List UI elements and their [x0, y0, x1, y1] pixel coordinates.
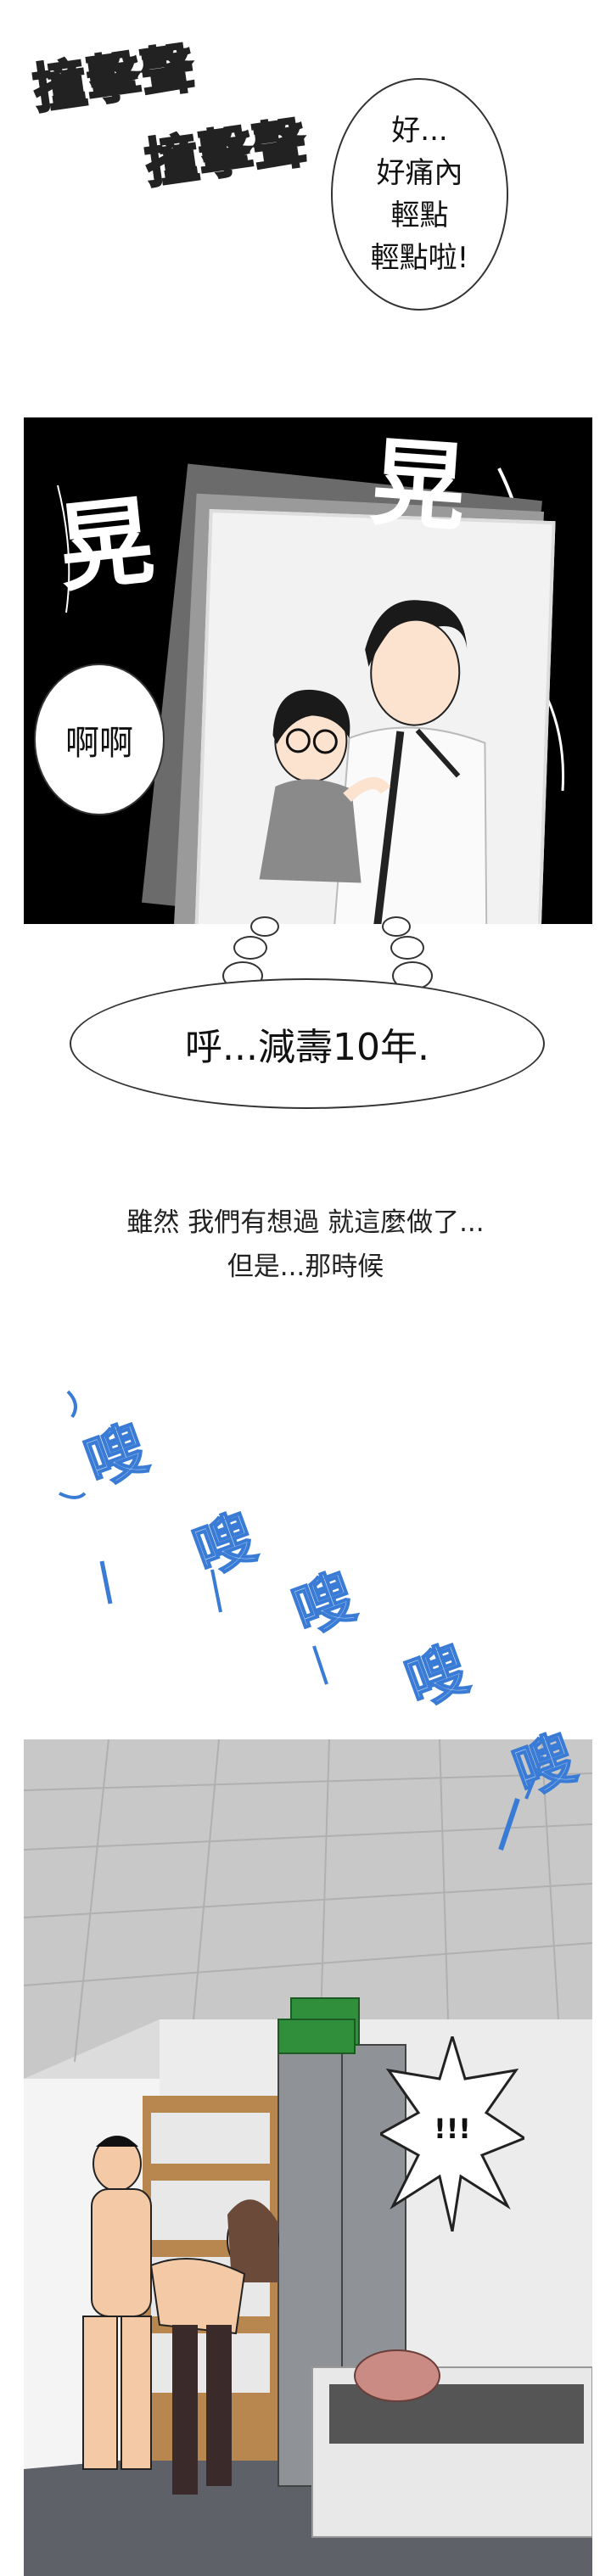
room-illustration — [24, 1739, 592, 2576]
sfx-shake-right: 晃 — [367, 428, 470, 545]
sfx-shake-left: 晃 — [53, 485, 160, 606]
swoosh-lines — [59, 1390, 545, 1851]
narration-line-2: 但是...那時候 — [227, 1252, 384, 1282]
thought-dot — [390, 936, 424, 960]
sfx-impact-2: 撞擊聲 — [140, 109, 312, 196]
speech-line: 好... — [391, 114, 448, 148]
speech-bubble-ahh: 啊啊 — [34, 664, 165, 815]
scene-card — [194, 509, 556, 924]
panel-shaking: 晃 晃 啊啊 — [24, 417, 592, 924]
thought-dot — [250, 916, 279, 937]
sfx-impact-1: 撞擊聲 — [28, 35, 200, 121]
speech-bubble-pain: 好... 好痛內 輕點 輕點啦! — [331, 78, 508, 311]
speech-line: 輕點啦! — [370, 241, 469, 275]
thought-bubble: 呼...減壽10年. — [70, 978, 545, 1109]
speech-line: 輕點 — [390, 199, 449, 232]
thought-dot — [382, 916, 411, 937]
narration-line-1: 雖然 我們有想過 就這麼做了... — [126, 1207, 485, 1238]
panel-storage-room: !!! — [24, 1739, 592, 2576]
couple-illustration — [259, 600, 488, 924]
thought-dot — [233, 936, 267, 960]
speech-line: 好痛內 — [376, 156, 463, 190]
speech-shock: !!! — [434, 2113, 471, 2145]
shock-bubble-shape — [380, 2036, 524, 2232]
